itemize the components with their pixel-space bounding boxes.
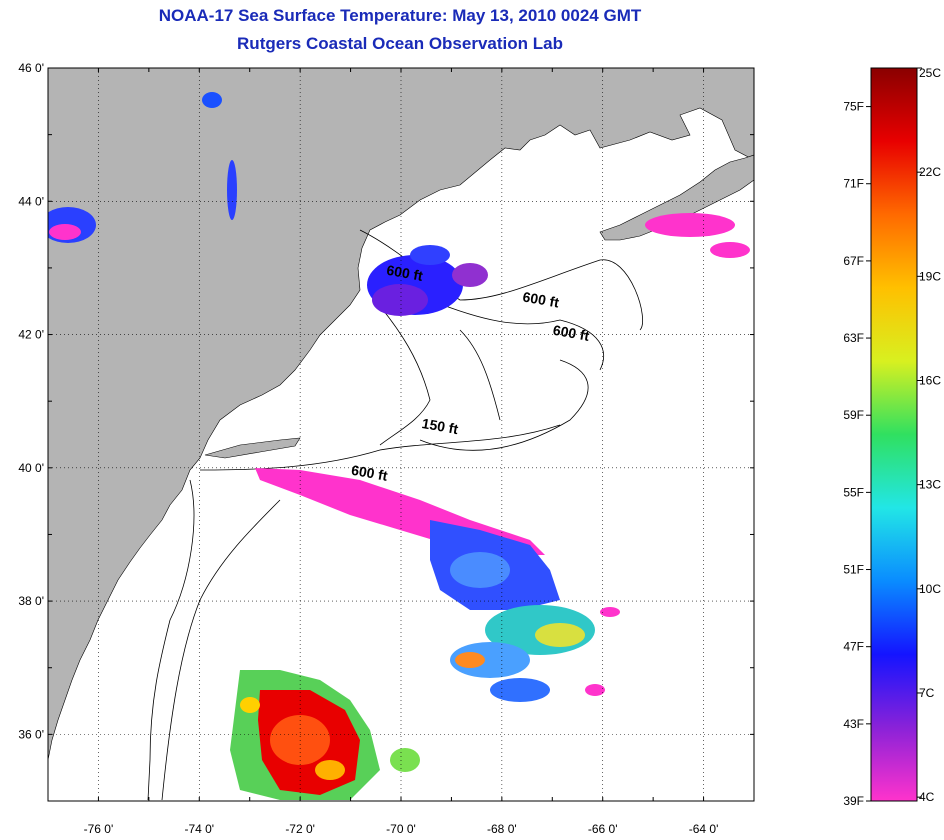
land-long-island [204,437,301,459]
chart-subtitle: Rutgers Coastal Ocean Observation Lab [237,34,563,53]
colorbar-f-label: 63F [843,331,864,345]
colorbar-c-label: 10C [919,582,941,596]
latitude-labels: 46 0' 44 0' 42 0' 40 0' 38 0' 36 0' [18,61,44,741]
bathymetry-contours [147,229,643,801]
longitude-label: -68 0' [487,822,517,836]
longitude-label: -66 0' [588,822,618,836]
colorbar-f-label: 43F [843,717,864,731]
colorbar [870,67,918,802]
grid [48,68,754,801]
longitude-label: -70 0' [386,822,416,836]
longitude-label: -72 0' [285,822,315,836]
longitude-label: -74 0' [184,822,214,836]
colorbar-c-label: 4C [919,790,935,804]
colorbar-c-label: 22C [919,165,941,179]
map-ticks [47,67,755,802]
colorbar-c-label: 13C [919,478,941,492]
colorbar-f-label: 39F [843,794,864,808]
colorbar-celsius-labels: 25C 22C 19C 16C 13C 10C 7C 4C [917,66,941,804]
colorbar-c-label: 19C [919,269,941,283]
latitude-label: 36 0' [18,727,44,741]
colorbar-f-label: 71F [843,177,864,191]
colorbar-f-label: 51F [843,563,864,577]
contour-label: 600 ft [350,462,389,484]
contour-label: 600 ft [385,262,424,284]
latitude-label: 40 0' [18,461,44,475]
latitude-label: 44 0' [18,194,44,208]
contour-label: 150 ft [421,415,460,437]
colorbar-c-label: 16C [919,373,941,387]
contour-labels: 600 ft 600 ft 600 ft 150 ft 600 ft [350,262,591,484]
colorbar-f-label: 59F [843,408,864,422]
longitude-labels: -76 0' -74 0' -72 0' -70 0' -68 0' -66 0' -64 … [84,822,719,836]
colorbar-f-label: 75F [843,100,864,114]
land-mainland [48,68,754,761]
longitude-label: -76 0' [84,822,114,836]
longitude-label: -64 0' [689,822,719,836]
colorbar-c-label: 25C [919,66,941,80]
latitude-label: 38 0' [18,594,44,608]
colorbar-f-label: 55F [843,485,864,499]
contour-label: 600 ft [552,322,591,344]
latitude-label: 46 0' [18,61,44,75]
colorbar-f-label: 47F [843,640,864,654]
colorbar-f-label: 67F [843,254,864,268]
colorbar-c-label: 7C [919,686,935,700]
latitude-label: 42 0' [18,328,44,342]
land-nova-scotia [599,154,754,241]
sst-data [48,92,750,800]
chart-title: NOAA-17 Sea Surface Temperature: May 13,… [158,6,642,25]
colorbar-fahrenheit-labels: 75F 71F 67F 63F 59F 55F 51F 47F 43F 39F [843,100,871,808]
contour-label: 600 ft [522,288,561,310]
